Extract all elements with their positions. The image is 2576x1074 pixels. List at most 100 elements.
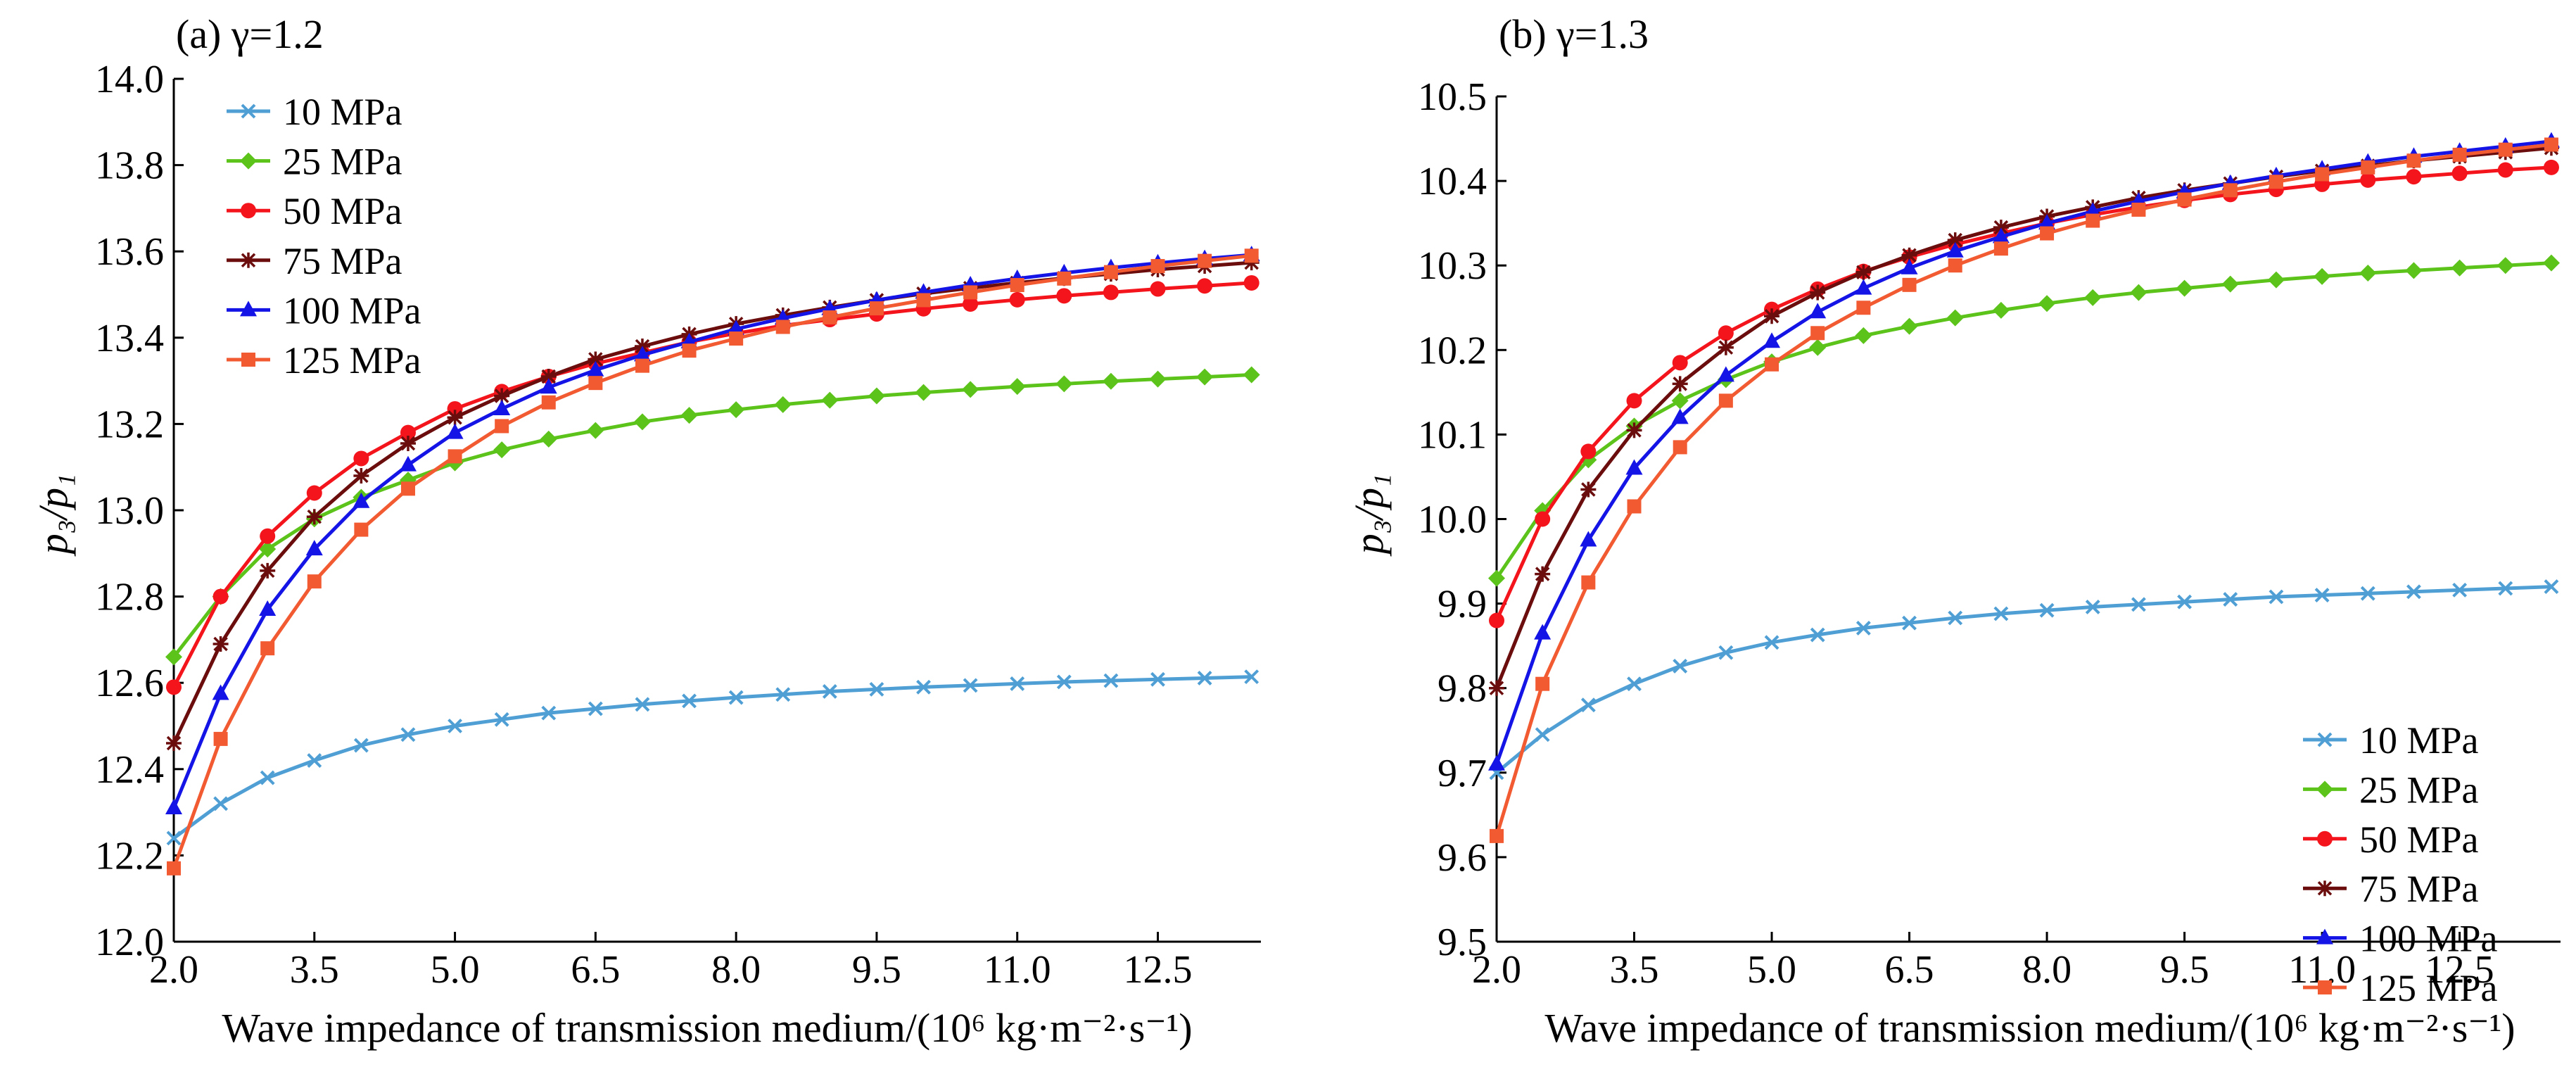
- panel-b-data-point-10-mpa: [2544, 579, 2559, 594]
- panel-b-y-tick-label: 10.4: [1418, 160, 1487, 203]
- panel-a-legend-marker-125-mpa: [241, 353, 255, 367]
- panel-a-y-tick-label: 12.4: [95, 748, 164, 792]
- panel-a-y-axis-title: p₃/p₁: [30, 474, 76, 557]
- panel-b-series-line-10-mpa: [1495, 585, 2552, 774]
- panel-a-data-point-50-mpa: [1056, 288, 1072, 304]
- panel-b-legend-label-100-mpa: 100 MPa: [2359, 918, 2498, 960]
- panel-a-data-point-25-mpa: [1055, 375, 1073, 393]
- panel-b-data-point-125-mpa: [2040, 226, 2055, 241]
- panel-b-data-point-125-mpa: [2177, 192, 2192, 207]
- panel-a-legend-label-100-mpa: 100 MPa: [283, 289, 421, 331]
- panel-a-data-point-100-mpa: [446, 423, 464, 439]
- panel-a-data-point-25-mpa: [259, 541, 277, 558]
- panel-b-data-point-10-mpa: [2039, 602, 2055, 618]
- panel-b-data-point-10-mpa: [1810, 627, 1825, 643]
- panel-b-data-point-125-mpa: [2361, 160, 2375, 175]
- panel-b-series-line-125-mpa: [1495, 143, 2552, 837]
- panel-a-data-point-25-mpa: [1149, 370, 1167, 388]
- panel-b-data-point-10-mpa: [2131, 597, 2146, 612]
- panel-a-data-point-10-mpa: [869, 681, 884, 697]
- panel-b-data-point-75-mpa: [1489, 680, 1504, 696]
- panel-b-data-point-25-mpa: [2130, 284, 2147, 301]
- panel-b-data-point-10-mpa: [1673, 659, 1688, 674]
- panel-a-data-point-125-mpa: [1057, 271, 1072, 286]
- panel-a-data-point-125-mpa: [823, 310, 837, 324]
- panel-a-data-point-10-mpa: [588, 701, 603, 716]
- panel-a-data-point-50-mpa: [400, 424, 416, 441]
- panel-b-data-point-125-mpa: [1948, 258, 1962, 273]
- panel-a-data-point-50-mpa: [963, 296, 979, 312]
- panel-a-data-point-25-mpa: [962, 381, 979, 398]
- panel-a-data-point-125-mpa: [1010, 278, 1024, 293]
- panel-a-data-point-25-mpa: [821, 391, 839, 409]
- panel-b-data-point-25-mpa: [1992, 301, 2010, 319]
- panel-b-data-point-125-mpa: [2498, 142, 2513, 157]
- panel-a-data-point-10-mpa: [822, 684, 837, 699]
- panel-b-x-tick-label: 9.5: [2160, 948, 2209, 992]
- panel-a-data-point-100-mpa: [633, 346, 651, 362]
- panel-b-data-point-75-mpa: [1580, 481, 1597, 498]
- panel-b-legend-label-75-mpa: 75 MPa: [2359, 868, 2479, 910]
- panel-b-data-point-125-mpa: [2406, 153, 2421, 168]
- panel-a-data-point-75-mpa: [353, 467, 369, 484]
- panel-a-series-line-10-mpa: [172, 675, 1252, 840]
- panel-a-series-line-100-mpa: [172, 253, 1252, 809]
- panel-a-data-point-75-mpa: [166, 735, 182, 752]
- panel-b-data-point-25-mpa: [2359, 265, 2377, 282]
- panel-b-data-point-25-mpa: [1946, 309, 1964, 327]
- panel-a-y-tick-label: 13.0: [95, 489, 164, 533]
- panel-a-data-point-25-mpa: [1196, 368, 1214, 386]
- panel-b-data-point-25-mpa: [2221, 275, 2239, 293]
- panel-b-legend-marker-10-mpa: [2317, 732, 2333, 747]
- panel-b-data-point-100-mpa: [1717, 366, 1734, 382]
- panel-a-data-point-10-mpa: [260, 770, 275, 785]
- panel-a-data-point-75-mpa: [540, 368, 557, 384]
- panel-a-data-point-10-mpa: [494, 712, 509, 727]
- panel-b-legend-marker-75-mpa: [2317, 880, 2333, 897]
- panel-b-legend-label-25-mpa: 25 MPa: [2359, 769, 2479, 811]
- panel-b-data-point-125-mpa: [2544, 137, 2558, 152]
- panel-b-y-tick-label: 10.2: [1418, 329, 1487, 372]
- panel-a-data-point-125-mpa: [1150, 259, 1165, 274]
- panel-a-data-point-125-mpa: [588, 376, 603, 391]
- panel-a-data-point-50-mpa: [353, 450, 369, 467]
- panel-b-data-point-50-mpa: [1580, 443, 1597, 460]
- panel-b-data-point-100-mpa: [1946, 241, 1964, 258]
- panel-a-data-point-10-mpa: [1103, 673, 1119, 688]
- panel-b-data-point-25-mpa: [2084, 289, 2102, 306]
- panel-b-data-point-25-mpa: [2542, 254, 2560, 272]
- panel-b-series-line-50-mpa: [1495, 165, 2552, 621]
- panel-a-data-point-50-mpa: [260, 528, 276, 544]
- panel-a-data-point-10-mpa: [1150, 671, 1165, 687]
- panel-a-legend-marker-75-mpa: [241, 252, 256, 268]
- panel-a-data-point-100-mpa: [212, 684, 229, 700]
- panel-b-data-point-50-mpa: [2497, 162, 2513, 178]
- panel-b-data-point-100-mpa: [1855, 279, 1872, 295]
- panel-a-x-tick-label: 5.0: [431, 948, 480, 992]
- panel-b-x-tick-label: 3.5: [1610, 948, 1659, 992]
- panel-b-series-line-100-mpa: [1495, 139, 2552, 765]
- panel-b-data-point-25-mpa: [2451, 259, 2468, 277]
- panel-a-data-point-10-mpa: [353, 738, 369, 753]
- panel-b-data-point-10-mpa: [2498, 581, 2513, 596]
- panel-b-data-point-10-mpa: [1535, 727, 1550, 743]
- panel-b-data-point-100-mpa: [1992, 227, 2010, 244]
- panel-a-data-point-25-mpa: [493, 441, 511, 459]
- panel-b-data-point-100-mpa: [2038, 214, 2056, 230]
- panel-b-data-point-10-mpa: [1580, 697, 1596, 713]
- panel-a-data-point-10-mpa: [400, 727, 416, 743]
- panel-b-data-point-125-mpa: [1535, 676, 1550, 691]
- panel-b-x-axis-title: Wave impedance of transmission medium/(1…: [1544, 1005, 2515, 1051]
- panel-b-data-point-10-mpa: [1948, 610, 1963, 626]
- panel-a-data-point-100-mpa: [540, 378, 557, 394]
- panel-b-y-tick-label: 10.3: [1418, 244, 1487, 288]
- panel-b-data-point-10-mpa: [2406, 584, 2421, 600]
- panel-a-y-tick-label: 13.4: [95, 317, 164, 360]
- panel-b-series: [1488, 132, 2560, 843]
- panel-a-legend-label-50-mpa: 50 MPa: [283, 190, 402, 232]
- panel-a-y-tick-label: 12.2: [95, 834, 164, 878]
- panel-b-data-point-75-mpa: [1626, 422, 1642, 438]
- panel-a-data-point-10-mpa: [635, 697, 650, 712]
- panel-b-data-point-100-mpa: [1488, 754, 1505, 771]
- panel-a-data-point-100-mpa: [587, 360, 604, 377]
